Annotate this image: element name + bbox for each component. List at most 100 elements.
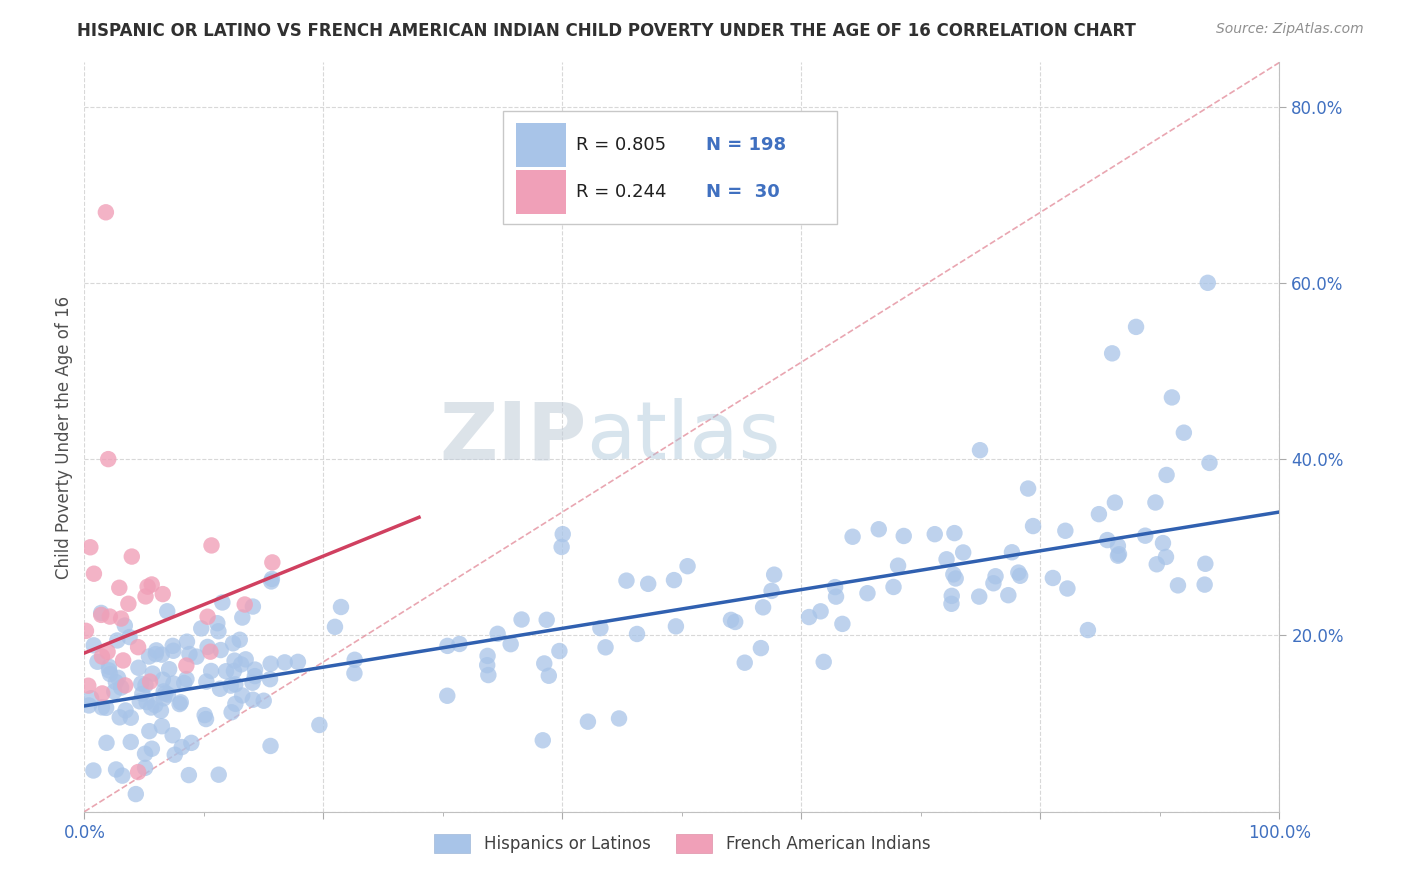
- Point: [824, 580, 846, 594]
- Point: [77, 679, 100, 693]
- Legend: Hispanics or Latinos, French American Indians: Hispanics or Latinos, French American In…: [427, 827, 936, 860]
- Point: [274, 656, 297, 670]
- Text: ZIP: ZIP: [439, 398, 586, 476]
- Point: [134, 678, 156, 692]
- Point: [91, 686, 114, 700]
- Point: [749, 641, 772, 656]
- Point: [983, 576, 1005, 591]
- Point: [242, 675, 264, 690]
- Point: [224, 677, 246, 691]
- Point: [97, 452, 120, 467]
- Point: [531, 733, 554, 747]
- Point: [150, 648, 173, 662]
- Point: [141, 741, 163, 756]
- Point: [75, 624, 97, 638]
- Point: [222, 636, 245, 650]
- Point: [259, 672, 281, 686]
- Point: [127, 765, 149, 780]
- Point: [170, 740, 193, 755]
- Point: [114, 703, 136, 717]
- Point: [477, 658, 499, 673]
- Point: [942, 567, 965, 582]
- Point: [104, 675, 127, 690]
- Point: [82, 764, 104, 778]
- Point: [162, 644, 184, 658]
- Point: [550, 540, 572, 554]
- Point: [128, 694, 150, 708]
- Text: N =  30: N = 30: [706, 183, 779, 201]
- Point: [94, 205, 117, 219]
- Point: [734, 656, 756, 670]
- Point: [200, 664, 222, 678]
- Point: [145, 647, 167, 661]
- Point: [1077, 623, 1099, 637]
- Point: [156, 604, 179, 618]
- Point: [477, 668, 499, 682]
- Point: [207, 624, 229, 639]
- Point: [186, 649, 208, 664]
- Point: [945, 571, 967, 585]
- Point: [110, 681, 132, 695]
- Point: [162, 639, 184, 653]
- Point: [98, 609, 121, 624]
- Point: [1097, 533, 1119, 547]
- Point: [1167, 578, 1189, 592]
- Point: [138, 724, 160, 739]
- Point: [1146, 558, 1168, 572]
- Text: atlas: atlas: [586, 398, 780, 476]
- Point: [195, 712, 218, 726]
- Point: [1154, 549, 1177, 564]
- Point: [810, 604, 832, 618]
- Point: [1125, 319, 1147, 334]
- Point: [1144, 495, 1167, 509]
- Point: [152, 691, 174, 706]
- Point: [477, 648, 499, 663]
- Point: [152, 684, 174, 698]
- Point: [127, 640, 149, 655]
- Point: [98, 660, 121, 674]
- Point: [141, 577, 163, 591]
- Point: [107, 671, 129, 685]
- Point: [229, 632, 252, 647]
- Point: [308, 718, 330, 732]
- Point: [825, 590, 848, 604]
- Point: [86, 655, 108, 669]
- Point: [131, 687, 153, 701]
- Point: [1054, 524, 1077, 538]
- Point: [136, 580, 159, 594]
- Point: [343, 653, 366, 667]
- Point: [1042, 571, 1064, 585]
- Point: [94, 701, 117, 715]
- Point: [150, 719, 173, 733]
- Point: [77, 698, 100, 713]
- Point: [142, 666, 165, 681]
- Point: [156, 688, 179, 702]
- Point: [724, 615, 747, 629]
- Point: [637, 577, 659, 591]
- Point: [589, 621, 612, 635]
- Point: [893, 529, 915, 543]
- Point: [80, 691, 103, 706]
- Point: [114, 618, 136, 632]
- Point: [761, 583, 783, 598]
- Point: [576, 714, 599, 729]
- FancyBboxPatch shape: [503, 112, 838, 224]
- Point: [1107, 549, 1129, 563]
- Point: [1198, 456, 1220, 470]
- Point: [176, 634, 198, 648]
- Point: [83, 566, 105, 581]
- Point: [190, 621, 212, 635]
- Point: [1104, 495, 1126, 509]
- Point: [841, 530, 863, 544]
- Point: [943, 526, 966, 541]
- Point: [436, 689, 458, 703]
- Point: [967, 590, 990, 604]
- Point: [176, 658, 198, 673]
- Point: [155, 686, 177, 700]
- Point: [343, 666, 366, 681]
- Point: [129, 676, 152, 690]
- Point: [169, 697, 191, 711]
- Point: [537, 669, 560, 683]
- Point: [170, 695, 193, 709]
- Point: [1197, 276, 1219, 290]
